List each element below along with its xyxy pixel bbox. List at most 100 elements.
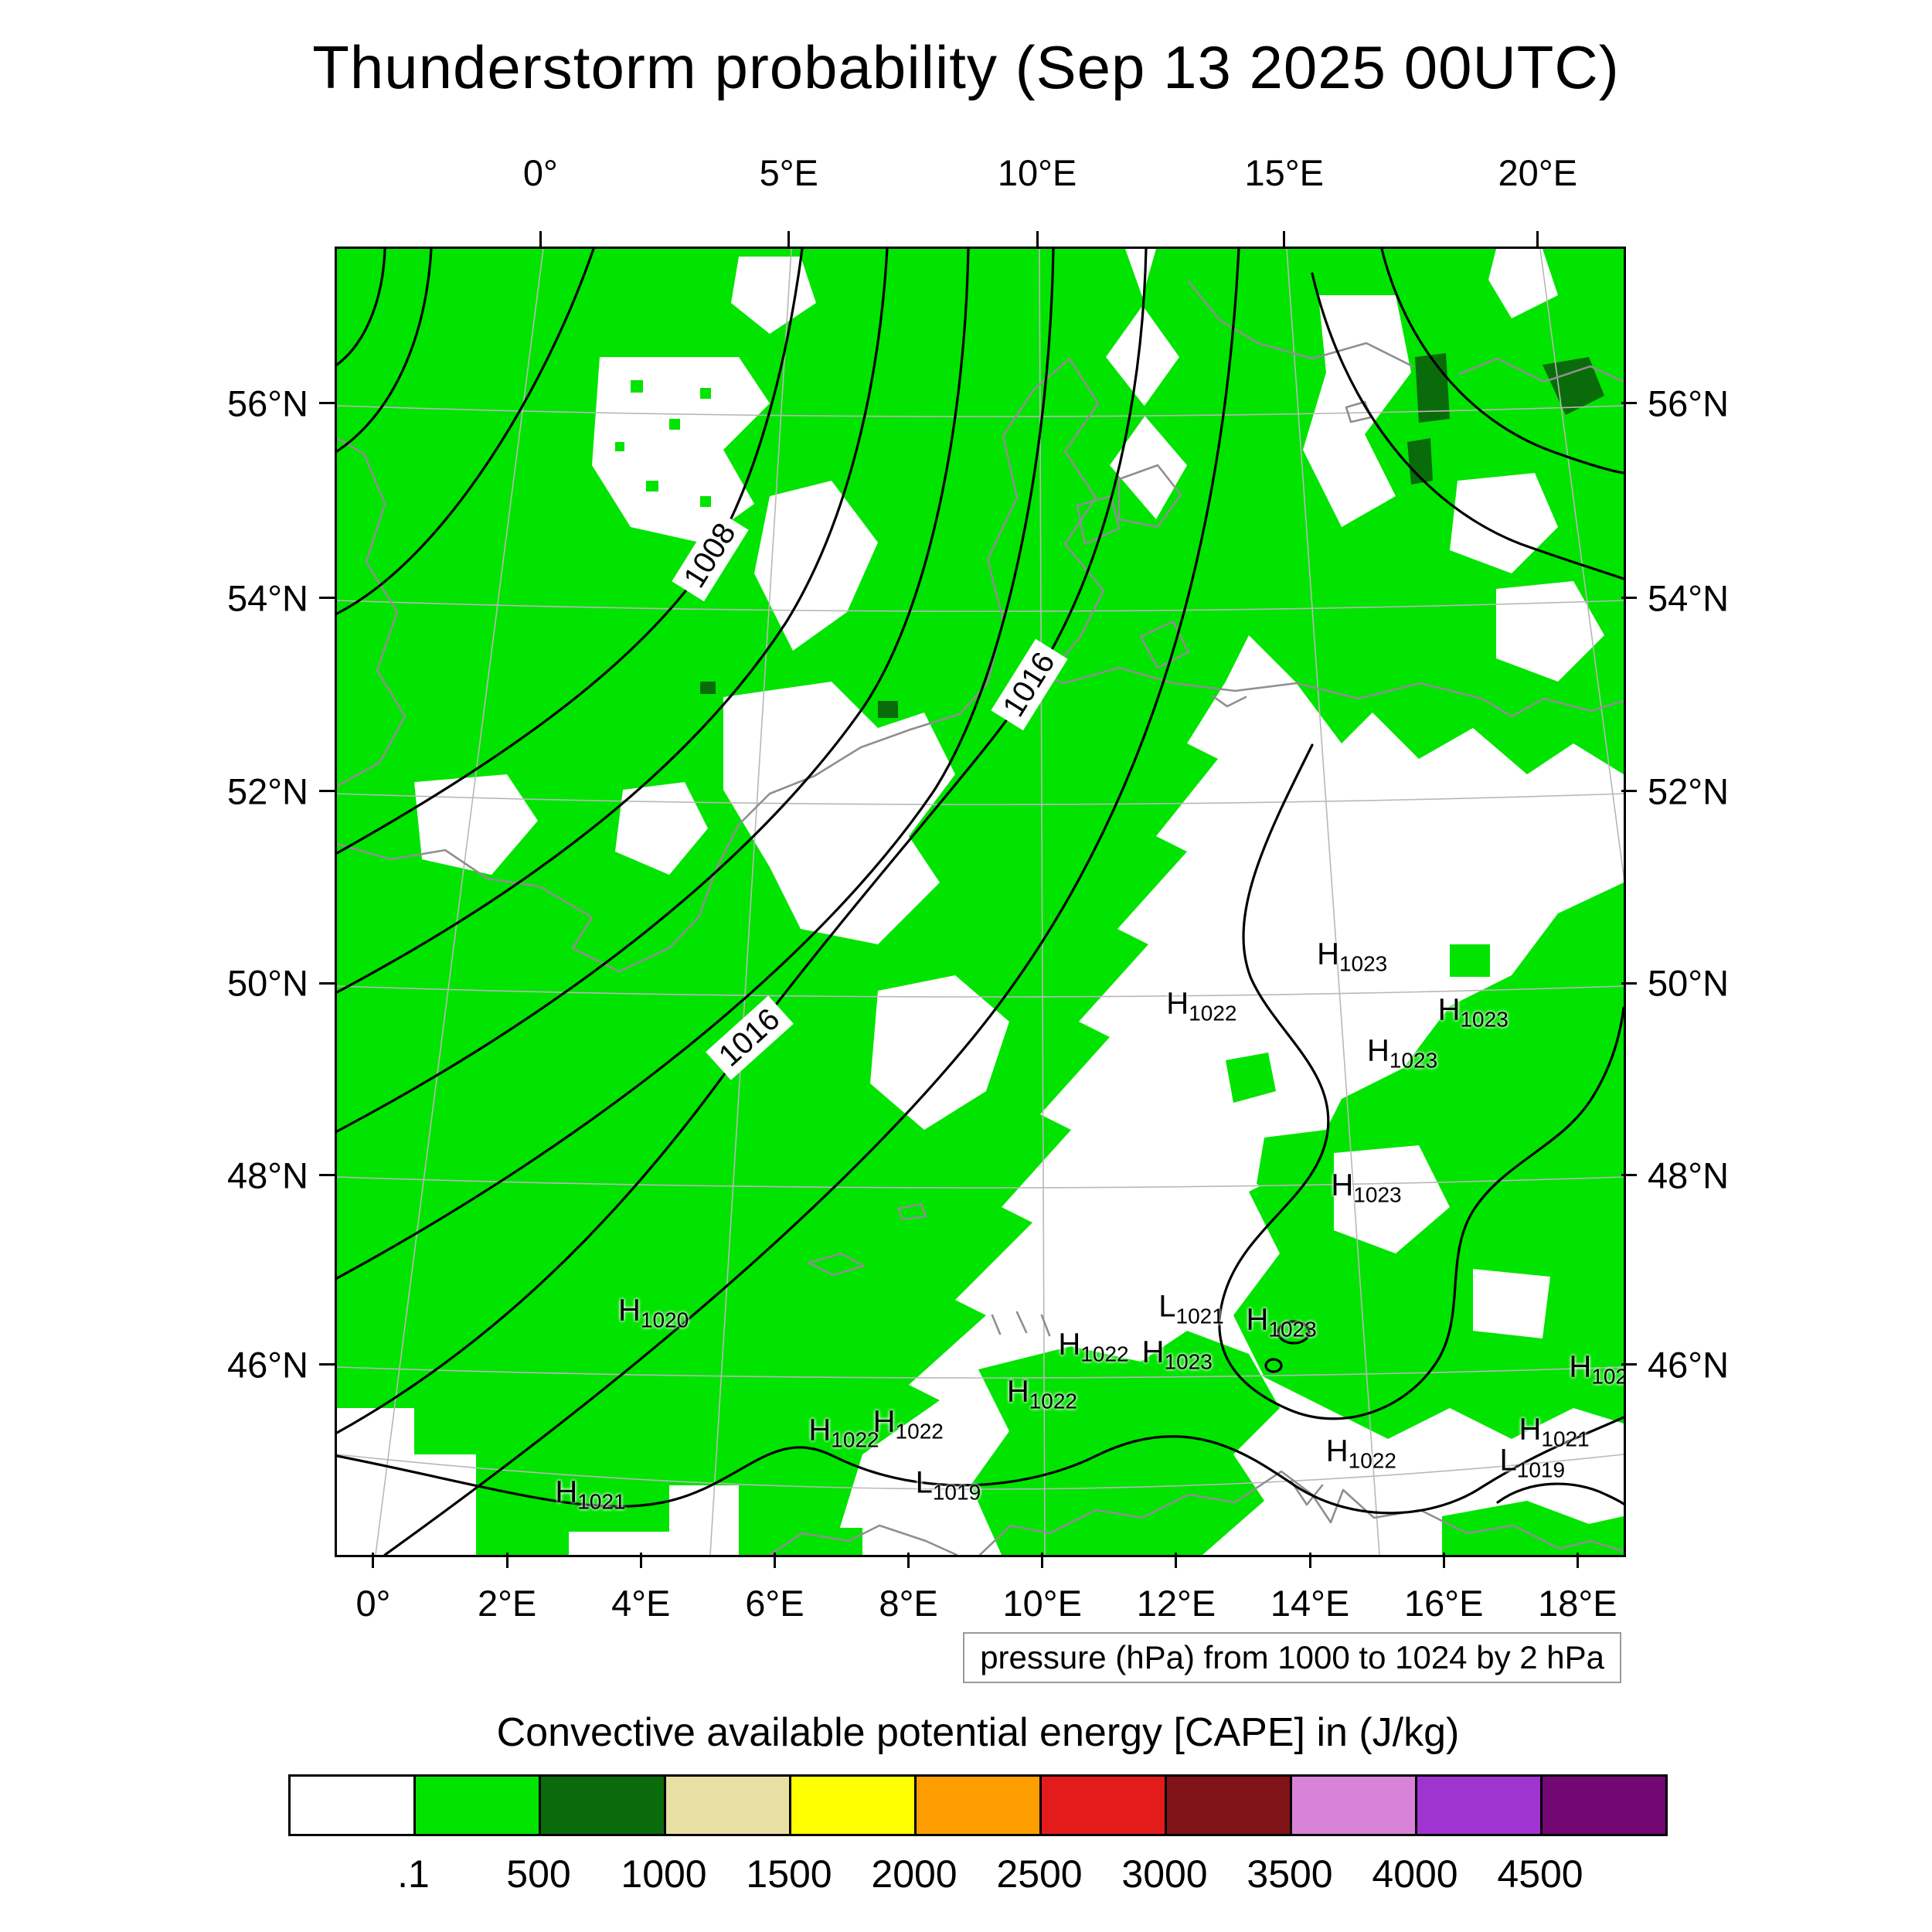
- axis-tick-right: [1621, 981, 1637, 985]
- axis-tick-top: [1036, 231, 1039, 247]
- pressure-center: H1022: [1058, 1327, 1128, 1366]
- pressure-center-value: 1019: [1516, 1458, 1566, 1482]
- axis-label-top: 10°E: [997, 152, 1077, 193]
- axis-tick-right: [1621, 790, 1637, 793]
- pressure-center: L1019: [1499, 1443, 1566, 1482]
- pressure-center: H1022: [1325, 1434, 1396, 1473]
- colorbar: [288, 1774, 1668, 1836]
- axis-label-bottom: 2°E: [477, 1583, 537, 1624]
- pressure-center-value: 1023: [1338, 951, 1388, 976]
- axis-label-bottom: 6°E: [745, 1583, 804, 1624]
- axis-tick-bottom: [1576, 1553, 1579, 1568]
- pressure-center-value: 1023: [1268, 1317, 1317, 1342]
- pressure-center-value: 1020: [640, 1308, 689, 1332]
- chart-title: Thunderstorm probability (Sep 13 2025 00…: [312, 33, 1620, 101]
- axis-label-bottom: 8°E: [879, 1583, 938, 1624]
- pressure-center-letter: H: [1058, 1327, 1081, 1362]
- pressure-center-letter: H: [1331, 1168, 1354, 1202]
- axis-tick-left: [319, 1174, 335, 1177]
- colorbar-cell: [664, 1774, 791, 1836]
- axis-label-bottom: 14°E: [1270, 1583, 1350, 1624]
- pressure-center: L1019: [915, 1465, 981, 1505]
- pressure-center: H1021: [555, 1475, 625, 1513]
- pressure-center: H1023: [1437, 992, 1509, 1032]
- pressure-center: H1023: [1317, 937, 1387, 975]
- pressure-contours: [337, 249, 1624, 1555]
- axis-tick-top: [539, 231, 542, 247]
- axis-label-bottom: 10°E: [1002, 1583, 1082, 1624]
- axis-tick-bottom: [639, 1553, 642, 1568]
- axis-tick-top: [1536, 231, 1539, 247]
- pressure-center: H1023: [1367, 1033, 1437, 1072]
- pressure-center: H1022: [808, 1413, 879, 1452]
- axis-tick-bottom: [505, 1553, 509, 1568]
- pressure-center: H1022: [872, 1404, 944, 1443]
- colorbar-tick-label: 500: [506, 1852, 571, 1896]
- axis-tick-right: [1621, 597, 1637, 600]
- colorbar-tick-label: 2500: [996, 1852, 1083, 1896]
- pressure-center-value: 1022: [1080, 1342, 1129, 1366]
- axis-tick-bottom: [372, 1553, 375, 1568]
- pressure-center-value: 1019: [932, 1480, 981, 1505]
- pressure-center: H1023: [1247, 1302, 1317, 1341]
- axis-label-bottom: 4°E: [611, 1583, 671, 1624]
- pressure-center-letter: H: [1006, 1374, 1029, 1409]
- axis-label-left: 48°N: [226, 1155, 308, 1196]
- pressure-center-letter: L: [1499, 1443, 1517, 1478]
- colorbar-tick-label: 3500: [1247, 1852, 1333, 1896]
- axis-label-bottom: 12°E: [1136, 1583, 1216, 1624]
- pressure-center-value: 1021: [1175, 1304, 1224, 1328]
- pressure-center: H1023: [1141, 1335, 1213, 1374]
- colorbar-tick-label: 1000: [621, 1852, 707, 1896]
- axis-label-left: 54°N: [226, 577, 308, 619]
- pressure-center-letter: H: [1141, 1335, 1165, 1369]
- axis-tick-bottom: [773, 1553, 776, 1568]
- pressure-center-letter: H: [872, 1404, 896, 1439]
- axis-tick-top: [1283, 231, 1286, 247]
- axis-tick-left: [319, 981, 335, 985]
- axis-label-right: 48°N: [1648, 1155, 1730, 1196]
- axis-tick-right: [1621, 1363, 1637, 1366]
- axis-label-right: 54°N: [1648, 577, 1730, 619]
- axis-tick-left: [319, 597, 335, 600]
- pressure-center-letter: H: [808, 1413, 832, 1447]
- colorbar-cell: [1165, 1774, 1292, 1836]
- pressure-center: H1023: [1331, 1168, 1401, 1206]
- colorbar-cell: [1290, 1774, 1417, 1836]
- colorbar-cell: [1039, 1774, 1167, 1836]
- pressure-center: H1020: [618, 1293, 689, 1332]
- map-area: H1023 H1022 H1023 H1023 H1023 H1020 L1021 H1023…: [335, 247, 1626, 1557]
- pressure-center-value: 1021: [1591, 1364, 1624, 1389]
- pressure-center-letter: H: [1367, 1033, 1389, 1068]
- axis-tick-left: [319, 1363, 335, 1366]
- pressure-center-letter: H: [1317, 937, 1339, 971]
- pressure-center-letter: L: [1158, 1289, 1176, 1324]
- colorbar-cell: [789, 1774, 917, 1836]
- axis-tick-bottom: [1442, 1553, 1445, 1568]
- axis-tick-top: [787, 231, 791, 247]
- pressure-center: H1021: [1569, 1349, 1624, 1388]
- pressure-center-letter: H: [1325, 1434, 1349, 1468]
- pressure-center-letter: H: [1519, 1412, 1542, 1447]
- colorbar-tick-label: 4000: [1372, 1852, 1458, 1896]
- axis-label-bottom: 0°: [355, 1583, 391, 1624]
- colorbar-tick-label: 4500: [1497, 1852, 1583, 1896]
- axis-label-top: 20°E: [1498, 152, 1577, 193]
- axis-label-left: 56°N: [226, 383, 308, 424]
- axis-label-bottom: 18°E: [1538, 1583, 1617, 1624]
- pressure-center: L1021: [1158, 1289, 1224, 1328]
- pressure-caption: pressure (hPa) from 1000 to 1024 by 2 hP…: [963, 1632, 1621, 1683]
- colorbar-tick-label: 1500: [746, 1852, 832, 1896]
- pressure-center-letter: H: [1437, 992, 1461, 1027]
- axis-tick-right: [1621, 402, 1637, 405]
- axis-label-top: 0°: [522, 152, 558, 193]
- pressure-center-value: 1022: [1189, 1001, 1237, 1026]
- colorbar-cell: [413, 1774, 541, 1836]
- cape-shading: [337, 249, 1624, 1555]
- pressure-center-value: 1022: [895, 1419, 944, 1444]
- colorbar-cell: [539, 1774, 666, 1836]
- axis-tick-left: [319, 790, 335, 793]
- pressure-center-letter: L: [915, 1465, 933, 1500]
- axis-label-left: 46°N: [226, 1344, 308, 1386]
